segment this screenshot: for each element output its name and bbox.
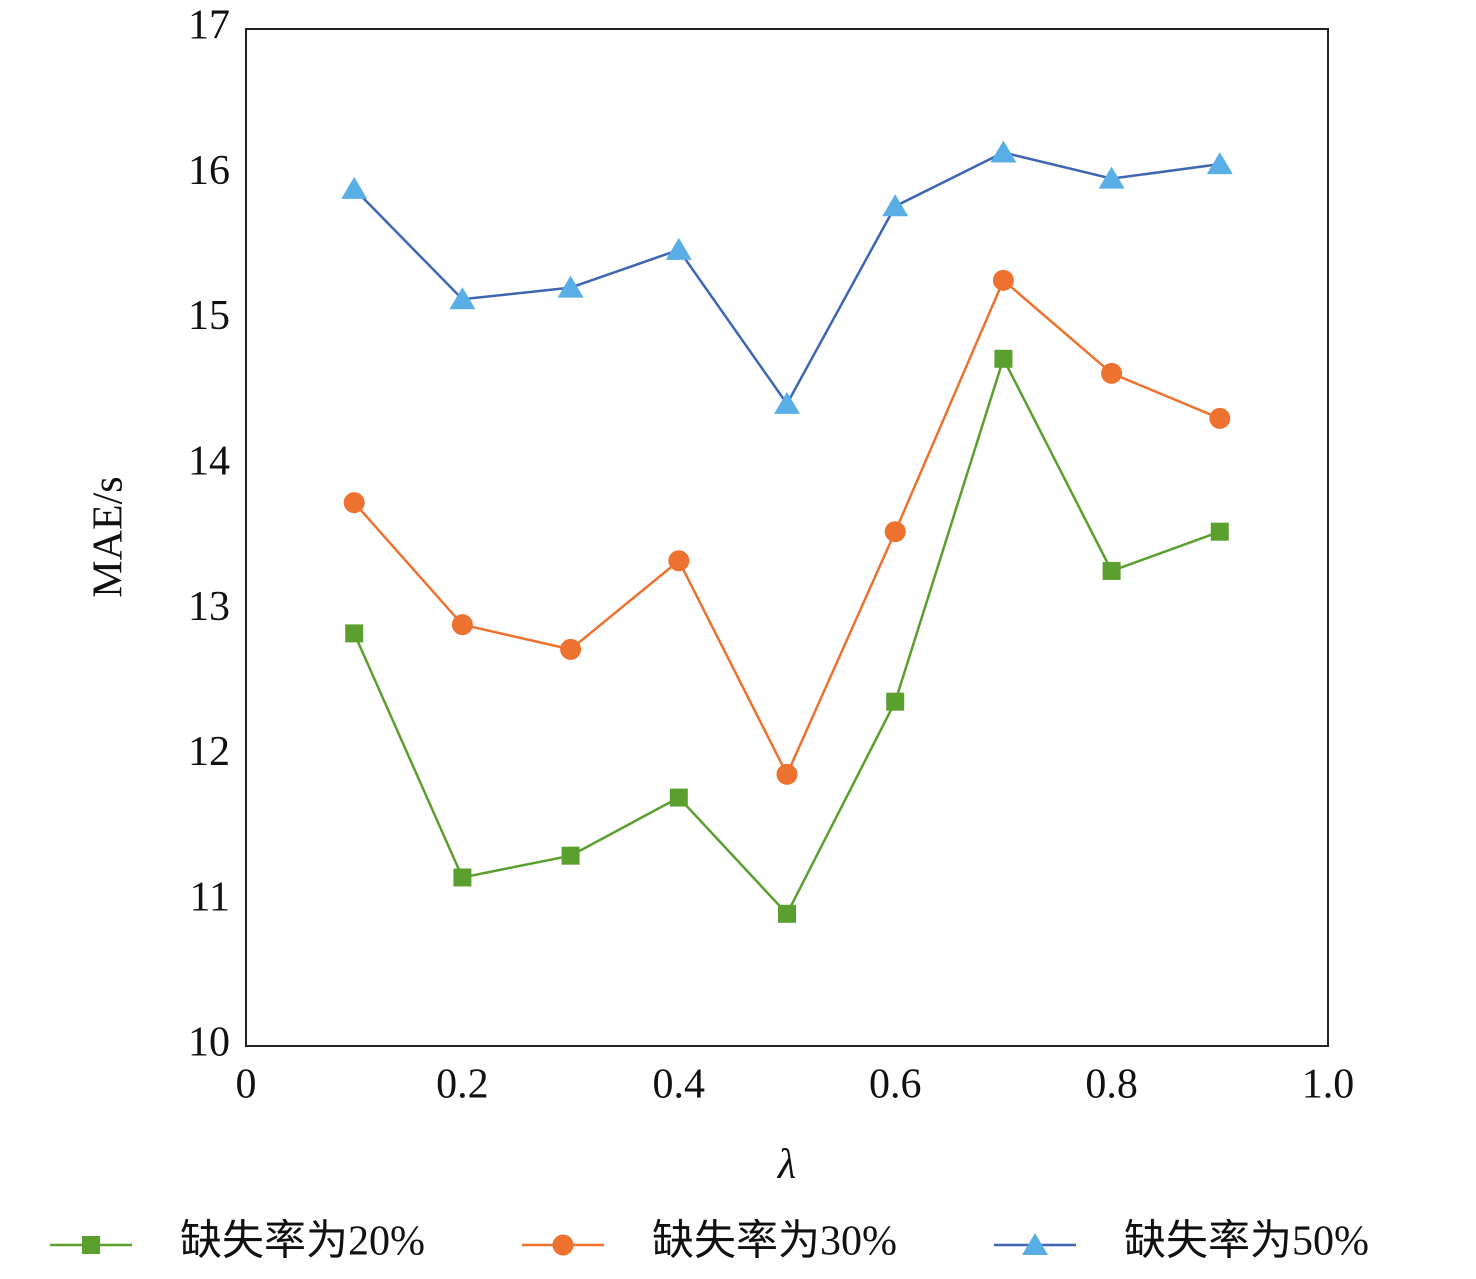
- x-tick-label: 1.0: [1302, 1062, 1355, 1108]
- marker: [557, 275, 584, 298]
- marker: [341, 176, 368, 199]
- marker: [665, 237, 692, 260]
- marker: [776, 763, 798, 785]
- marker: [774, 391, 800, 414]
- marker: [453, 868, 472, 887]
- marker: [1102, 561, 1121, 580]
- y-tick-label: 13: [188, 584, 230, 630]
- x-tick-label: 0.4: [653, 1062, 706, 1108]
- x-tick-label: 0.2: [436, 1062, 489, 1108]
- marker: [992, 269, 1014, 291]
- y-tick-label: 17: [188, 3, 230, 49]
- marker: [560, 638, 582, 660]
- y-tick-label: 15: [188, 293, 230, 339]
- x-tick-label: 0.6: [869, 1062, 922, 1108]
- marker: [1101, 362, 1123, 384]
- marker: [561, 846, 580, 865]
- marker: [668, 550, 690, 572]
- x-axis-label: λ: [776, 1142, 796, 1188]
- marker: [882, 194, 909, 217]
- marker: [990, 140, 1017, 163]
- legend-label: 缺失率为50%: [1124, 1218, 1369, 1265]
- marker: [1210, 522, 1229, 541]
- y-tick-label: 10: [188, 1020, 230, 1066]
- marker: [669, 788, 688, 807]
- y-tick-label: 16: [188, 148, 230, 194]
- x-tick-label: 0.8: [1085, 1062, 1138, 1108]
- series-line: [353, 355, 1221, 916]
- y-tick-label: 12: [188, 729, 230, 775]
- marker: [1209, 407, 1231, 429]
- marker: [994, 349, 1013, 368]
- legend-marker: [1022, 1233, 1048, 1255]
- marker: [345, 624, 364, 643]
- marker: [343, 492, 365, 514]
- x-tick-label: 0: [236, 1062, 257, 1108]
- series-line: [353, 151, 1220, 407]
- y-axis-label: MAE/s: [86, 476, 132, 597]
- y-tick-label: 11: [190, 874, 230, 920]
- legend-label: 缺失率为30%: [652, 1218, 897, 1265]
- y-tick-label: 14: [188, 438, 230, 484]
- marker: [1098, 166, 1125, 189]
- legend-marker: [82, 1236, 100, 1254]
- marker: [884, 521, 906, 543]
- marker: [1206, 152, 1233, 175]
- marker: [886, 692, 905, 711]
- marker: [778, 904, 796, 923]
- marker: [451, 614, 473, 636]
- legend-label: 缺失率为20%: [180, 1218, 425, 1265]
- legend-marker: [552, 1234, 574, 1256]
- marker: [449, 287, 476, 310]
- plot-frame: [245, 28, 1329, 1047]
